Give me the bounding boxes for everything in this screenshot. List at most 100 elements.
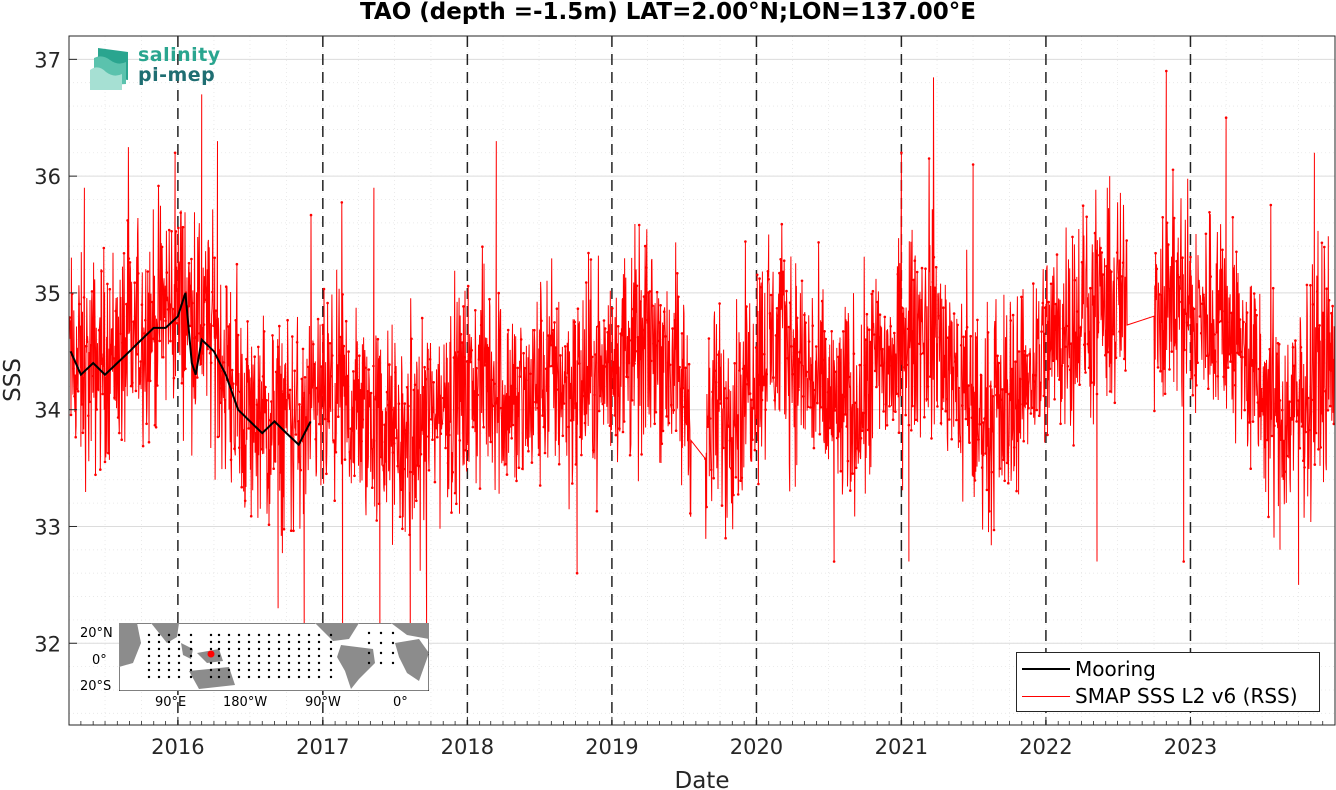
mooring-dot	[189, 647, 193, 651]
smap-point	[1124, 369, 1127, 372]
smap-point	[1037, 414, 1041, 418]
smap-point	[1087, 366, 1091, 370]
smap-point	[948, 418, 951, 421]
mooring-dot	[157, 640, 161, 644]
smap-point	[970, 416, 974, 420]
smap-point	[1224, 116, 1228, 119]
smap-point	[509, 404, 512, 408]
smap-point	[1023, 349, 1027, 353]
smap-point	[363, 366, 367, 370]
mooring-dot	[287, 633, 291, 637]
smap-point	[608, 424, 612, 428]
smap-point	[310, 384, 314, 387]
smap-point	[1183, 348, 1186, 352]
smap-point	[179, 211, 182, 214]
smap-point	[374, 397, 377, 401]
smap-point	[344, 319, 348, 323]
smap-point	[478, 487, 482, 490]
mooring-dot	[209, 675, 213, 679]
y-axis-label: SSS	[0, 358, 26, 402]
smap-point	[1035, 408, 1039, 412]
smap-point	[285, 398, 288, 402]
smap-point	[479, 323, 483, 327]
smap-point	[1068, 368, 1072, 372]
smap-point	[1218, 307, 1222, 311]
smap-point	[1062, 332, 1066, 335]
smap-point	[385, 390, 389, 394]
smap-point	[164, 319, 167, 323]
smap-point	[232, 382, 235, 386]
mooring-dot	[157, 647, 161, 651]
smap-point	[905, 363, 909, 367]
smap-point	[674, 429, 678, 433]
smap-point	[708, 417, 712, 420]
smap-point	[655, 290, 659, 294]
smap-point	[745, 305, 748, 308]
smap-point	[740, 476, 744, 480]
smap-point	[866, 428, 870, 432]
mooring-dot	[237, 633, 241, 637]
smap-series	[68, 69, 1336, 655]
smap-point	[1017, 350, 1021, 353]
smap-point	[572, 402, 575, 405]
smap-point	[938, 336, 942, 339]
mooring-dot	[227, 661, 231, 665]
smap-point	[222, 361, 226, 364]
smap-point	[109, 352, 113, 356]
smap-point	[1203, 308, 1206, 312]
smap-point	[392, 442, 396, 445]
smap-point	[1287, 417, 1290, 421]
smap-point	[441, 396, 445, 400]
mooring-dot	[177, 668, 181, 672]
smap-point	[238, 446, 241, 450]
smap-point	[937, 314, 940, 318]
smap-point	[772, 376, 775, 379]
smap-point	[493, 382, 496, 386]
smap-point	[781, 270, 785, 274]
smap-point	[849, 489, 852, 492]
smap-point	[516, 366, 519, 370]
smap-point	[459, 332, 463, 336]
smap-point	[955, 418, 958, 422]
smap-point	[197, 286, 200, 290]
smap-point	[1159, 369, 1162, 373]
smap-point	[889, 325, 892, 328]
smap-point	[927, 157, 931, 160]
smap-point	[895, 392, 898, 396]
mooring-dot	[167, 661, 171, 665]
mooring-dot	[267, 647, 271, 651]
smap-point	[603, 327, 607, 330]
smap-point	[775, 307, 779, 310]
smap-point	[870, 292, 873, 296]
smap-point	[978, 422, 982, 426]
smap-point	[154, 426, 158, 429]
smap-point	[665, 415, 668, 418]
smap-point	[891, 418, 895, 422]
smap-point	[110, 328, 114, 331]
smap-point	[1080, 261, 1084, 264]
smap-point	[160, 245, 164, 249]
smap-point	[503, 428, 506, 431]
smap-point	[678, 365, 681, 369]
mooring-dot	[307, 661, 311, 665]
smap-point	[766, 270, 770, 273]
smap-point	[322, 287, 326, 291]
smap-point	[971, 163, 975, 166]
smap-point	[809, 406, 812, 409]
smap-point	[739, 479, 742, 483]
smap-point	[924, 267, 927, 271]
smap-point	[588, 358, 591, 362]
smap-point	[566, 371, 569, 375]
smap-point	[321, 323, 325, 327]
smap-point	[1014, 360, 1017, 364]
smap-point	[1163, 392, 1167, 396]
smap-point	[482, 425, 485, 429]
smap-point	[974, 336, 978, 339]
smap-point	[1119, 324, 1123, 327]
mooring-dot	[307, 675, 311, 679]
mooring-dot	[317, 640, 321, 644]
smap-point	[1115, 251, 1119, 254]
smap-point	[127, 257, 131, 260]
smap-point	[1105, 264, 1108, 268]
smap-point	[814, 345, 818, 348]
